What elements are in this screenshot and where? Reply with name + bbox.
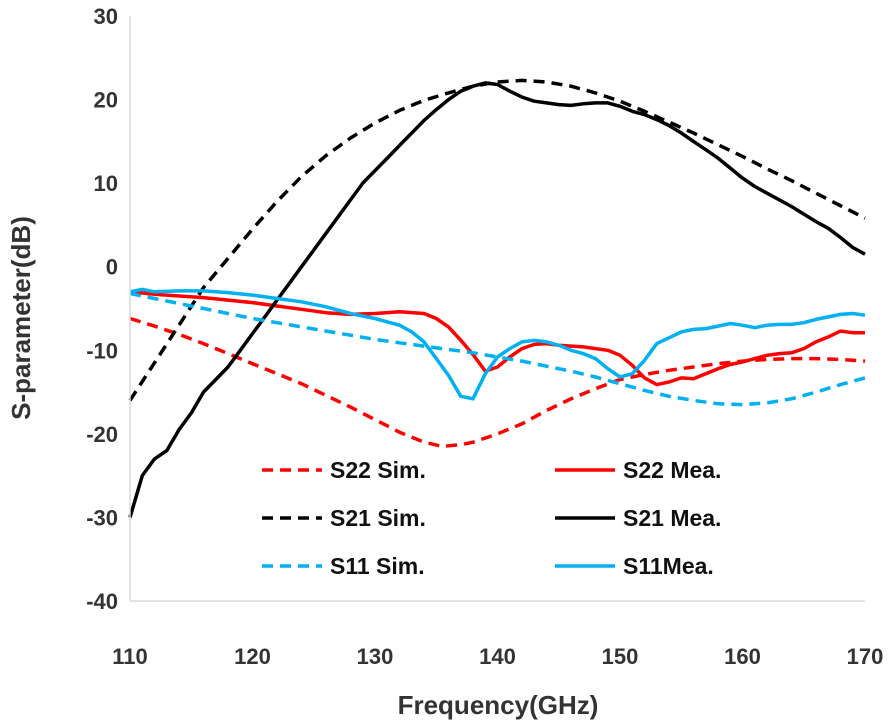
x-axis-title: Frequency(GHz) — [398, 690, 599, 720]
y-tick-labels: 30 20 10 0 -10 -20 -30 -40 — [86, 4, 118, 614]
legend: S22 Sim. S22 Mea. S21 Sim. S21 Mea. S11 Sim.… — [262, 457, 721, 579]
x-tick-label: 170 — [847, 644, 884, 669]
series-line-s11mea — [129, 287, 866, 401]
x-tick-label: 110 — [112, 644, 148, 669]
x-tick-label: 130 — [357, 644, 394, 669]
x-tick-label: 160 — [724, 644, 761, 669]
series-line-s22-sim — [129, 316, 866, 449]
legend-label-s11mea: S11Mea. — [623, 553, 714, 579]
series-line-s22-mea — [129, 290, 865, 387]
y-tick-label: -40 — [86, 589, 118, 614]
x-tick-label: 150 — [602, 644, 639, 669]
legend-label-s22-sim: S22 Sim. — [330, 457, 426, 483]
y-tick-label: -20 — [86, 422, 118, 447]
legend-label-s21-mea: S21 Mea. — [623, 505, 721, 531]
series-line-s21-mea — [128, 81, 866, 518]
x-tick-label: 140 — [479, 644, 516, 669]
x-tick-label: 120 — [234, 644, 271, 669]
axis-lines — [129, 16, 865, 602]
legend-label-s22-mea: S22 Mea. — [623, 457, 721, 483]
y-tick-label: 20 — [94, 88, 118, 113]
y-tick-label: 30 — [94, 4, 118, 29]
legend-label-s21-sim: S21 Sim. — [330, 505, 426, 531]
y-tick-label: -30 — [86, 505, 118, 530]
legend-label-s11-sim: S11 Sim. — [330, 553, 425, 579]
y-tick-label: 0 — [106, 255, 118, 280]
y-tick-label: -10 — [86, 338, 118, 363]
x-tick-labels: 110 120 130 140 150 160 170 — [112, 644, 883, 669]
plot-lines — [128, 78, 866, 518]
series-line-s21-sim — [128, 78, 866, 402]
y-axis-title: S-parameter(dB) — [6, 216, 36, 420]
y-tick-label: 10 — [94, 171, 118, 196]
